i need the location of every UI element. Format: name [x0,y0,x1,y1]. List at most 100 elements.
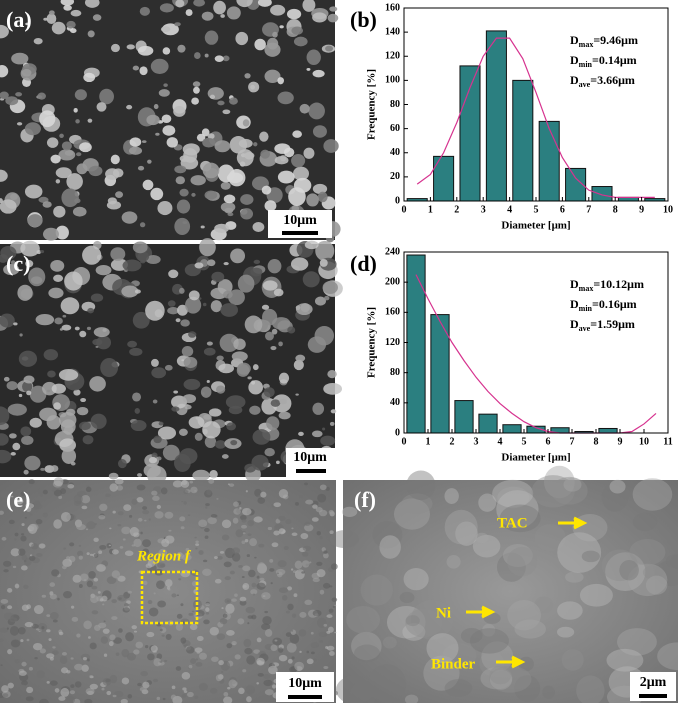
y-tick-label: 20 [390,171,400,182]
texture [601,482,629,512]
texture [334,631,337,634]
texture [92,338,103,346]
texture [202,421,221,439]
annotation-text: =9.46μm [593,33,638,47]
texture [314,296,326,306]
texture [53,477,64,487]
texture [231,547,241,555]
texture [257,562,266,571]
texture [271,542,279,548]
texture [287,586,293,591]
texture [220,202,236,213]
texture [33,605,44,615]
texture [262,615,272,625]
sem-image-a [0,0,341,243]
texture [320,435,336,446]
texture [206,379,210,383]
texture [61,324,72,331]
texture [131,498,138,505]
texture [404,694,419,703]
texture [256,682,259,685]
texture [261,304,270,310]
texture [7,588,13,593]
texture [204,535,209,539]
texture [122,259,142,272]
texture [139,66,148,76]
texture [22,381,33,393]
annotation: Dave=1.59μm [570,317,635,333]
texture [109,483,118,492]
annotation-symbol: D [570,317,579,331]
texture [225,603,235,614]
texture [496,552,526,582]
texture [258,543,265,548]
texture [150,645,158,653]
texture [117,575,126,582]
texture [250,589,258,595]
texture [24,184,43,199]
texture [262,280,278,291]
texture [63,547,67,550]
texture [57,597,60,601]
texture [163,83,168,87]
texture [211,271,225,283]
texture [226,6,241,20]
y-tick-label: 160 [385,2,400,13]
texture [249,405,261,415]
texture [139,686,147,692]
texture [229,97,238,105]
texture [17,284,33,301]
texture [117,594,127,602]
texture [142,179,154,191]
texture [328,608,334,613]
texture [205,503,210,507]
texture [223,696,233,703]
texture [290,568,294,571]
texture [301,560,310,568]
texture [601,549,638,582]
texture [115,652,120,657]
texture [241,518,247,523]
texture [216,385,226,394]
texture [120,698,128,703]
texture [29,555,36,561]
y-axis-label: Frequency [%] [366,69,378,140]
texture [13,322,18,326]
texture [319,258,328,267]
texture [241,575,245,579]
x-tick-label: 10 [663,204,673,215]
texture [189,623,198,631]
annotation-subscript: max [579,284,594,293]
texture [99,88,114,105]
texture [110,154,120,165]
texture [72,206,87,217]
texture [202,559,208,563]
texture [63,4,72,11]
texture [247,520,255,527]
texture [10,260,16,265]
texture [53,205,66,218]
texture [563,477,582,492]
texture [221,534,230,541]
texture [286,642,297,653]
texture [185,547,190,552]
texture [41,594,47,598]
texture [327,13,339,23]
texture [94,522,98,526]
texture [565,571,584,583]
texture [125,632,134,642]
texture [25,696,34,702]
texture [278,341,283,347]
texture [316,569,326,578]
texture [140,670,148,677]
texture [157,600,167,608]
texture [279,398,287,405]
texture [144,519,147,522]
texture [278,411,291,420]
texture [299,650,302,653]
texture [166,137,178,148]
texture [256,582,266,590]
texture [261,623,271,631]
texture [159,3,174,13]
texture [70,684,75,688]
